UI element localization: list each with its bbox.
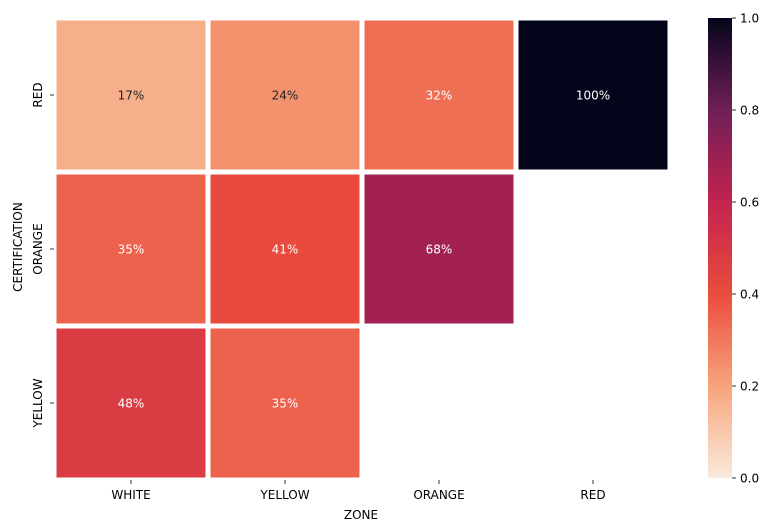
- heatmap-cell: [364, 174, 514, 324]
- cell-label: 24%: [272, 89, 299, 103]
- y-tick-label: RED: [31, 82, 45, 107]
- heatmap-cell: [210, 174, 360, 324]
- cell-label: 68%: [426, 243, 453, 257]
- cell-label: 32%: [426, 89, 453, 103]
- colorbar-tick-label: 1.0: [740, 12, 759, 26]
- y-axis-label: CERTIFICATION: [11, 202, 25, 292]
- colorbar-tick-label: 0.6: [740, 196, 759, 210]
- x-tick-label: WHITE: [111, 488, 150, 502]
- x-tick-label: ORANGE: [413, 488, 464, 502]
- colorbar-tick-label: 0.4: [740, 288, 759, 302]
- x-axis-label: ZONE: [344, 508, 378, 522]
- cell-label: 100%: [576, 89, 610, 103]
- cell-label: 35%: [272, 397, 299, 411]
- colorbar-ticks: 0.0 0.2 0.4 0.6 0.8 1.0: [732, 12, 759, 486]
- heatmap-cell: [518, 20, 668, 170]
- heatmap-cell: [56, 20, 206, 170]
- colorbar-tick-label: 0.0: [740, 472, 759, 486]
- heatmap-cell: [210, 20, 360, 170]
- colorbar: [708, 18, 732, 478]
- heatmap-cell: [210, 328, 360, 478]
- y-tick-label: ORANGE: [31, 223, 45, 274]
- colorbar-tick-label: 0.2: [740, 380, 759, 394]
- x-tick-label: YELLOW: [259, 488, 309, 502]
- heatmap-cells: 17% 24% 32% 100% 35% 41% 68% 48% 35%: [56, 20, 668, 478]
- x-axis-ticks: WHITE YELLOW ORANGE RED: [111, 480, 606, 502]
- heatmap-cell: [56, 328, 206, 478]
- cell-label: 35%: [118, 243, 145, 257]
- colorbar-tick-label: 0.8: [740, 104, 759, 118]
- heatmap-cell: [364, 20, 514, 170]
- x-tick-label: RED: [580, 488, 605, 502]
- cell-label: 17%: [118, 89, 145, 103]
- cell-label: 48%: [118, 397, 145, 411]
- heatmap-cell: [56, 174, 206, 324]
- y-tick-label: YELLOW: [31, 378, 45, 428]
- cell-label: 41%: [272, 243, 299, 257]
- y-axis-ticks: RED ORANGE YELLOW: [31, 82, 54, 429]
